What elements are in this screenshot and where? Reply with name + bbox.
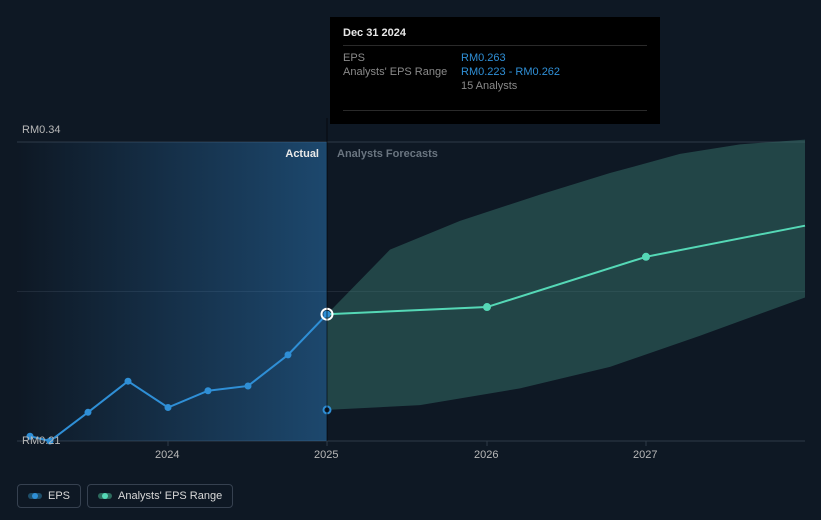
tooltip-row-value-eps: RM0.263 (461, 52, 506, 64)
y-axis-label-max: RM0.34 (22, 124, 61, 136)
legend-item-range[interactable]: Analysts' EPS Range (87, 484, 233, 508)
tooltip-row-label-eps: EPS (343, 52, 461, 64)
legend-swatch-range-icon (98, 493, 112, 499)
legend-swatch-eps-icon (28, 493, 42, 499)
region-label-actual: Actual (285, 148, 319, 160)
legend-item-eps[interactable]: EPS (17, 484, 81, 508)
x-axis-label-1: 2025 (314, 449, 338, 461)
tooltip-row-label-range: Analysts' EPS Range (343, 66, 461, 78)
eps-forecast-chart[interactable]: RM0.34 RM0.21 Actual Analysts Forecasts … (0, 0, 821, 520)
chart-tooltip: Dec 31 2024 EPS RM0.263 Analysts' EPS Ra… (330, 17, 660, 124)
tooltip-date: Dec 31 2024 (343, 27, 647, 46)
x-axis-label-0: 2024 (155, 449, 179, 461)
region-label-forecast: Analysts Forecasts (337, 148, 438, 160)
tooltip-footer-rule (343, 110, 647, 111)
legend-label-eps: EPS (48, 490, 70, 502)
tooltip-row-value-range: RM0.223 - RM0.262 (461, 66, 560, 78)
legend-label-range: Analysts' EPS Range (118, 490, 222, 502)
x-axis-label-3: 2027 (633, 449, 657, 461)
y-axis-label-min: RM0.21 (22, 435, 61, 447)
tooltip-analyst-count: 15 Analysts (461, 79, 647, 92)
chart-legend: EPS Analysts' EPS Range (17, 484, 233, 508)
x-axis-label-2: 2026 (474, 449, 498, 461)
